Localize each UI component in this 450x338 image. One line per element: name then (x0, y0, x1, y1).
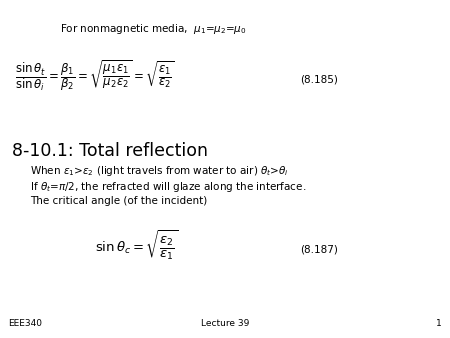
Text: For nonmagnetic media,  $\mu_1$=$\mu_2$=$\mu_0$: For nonmagnetic media, $\mu_1$=$\mu_2$=$… (60, 22, 247, 36)
Text: 1: 1 (436, 319, 442, 328)
Text: $\sin\theta_c = \sqrt{\dfrac{\varepsilon_2}{\varepsilon_1}}$: $\sin\theta_c = \sqrt{\dfrac{\varepsilon… (95, 228, 178, 262)
Text: If $\theta_t$=$\pi$/2, the refracted will glaze along the interface.: If $\theta_t$=$\pi$/2, the refracted wil… (30, 180, 306, 194)
Text: (8.185): (8.185) (300, 75, 338, 85)
Text: $\dfrac{\sin\theta_t}{\sin\theta_i} = \dfrac{\beta_1}{\beta_2} = \sqrt{\dfrac{\m: $\dfrac{\sin\theta_t}{\sin\theta_i} = \d… (15, 58, 175, 93)
Text: 8-10.1: Total reflection: 8-10.1: Total reflection (12, 142, 208, 160)
Text: When $\varepsilon_1$>$\varepsilon_2$ (light travels from water to air) $\theta_t: When $\varepsilon_1$>$\varepsilon_2$ (li… (30, 164, 289, 178)
Text: EEE340: EEE340 (8, 319, 42, 328)
Text: The critical angle (of the incident): The critical angle (of the incident) (30, 196, 207, 206)
Text: Lecture 39: Lecture 39 (201, 319, 249, 328)
Text: (8.187): (8.187) (300, 245, 338, 255)
